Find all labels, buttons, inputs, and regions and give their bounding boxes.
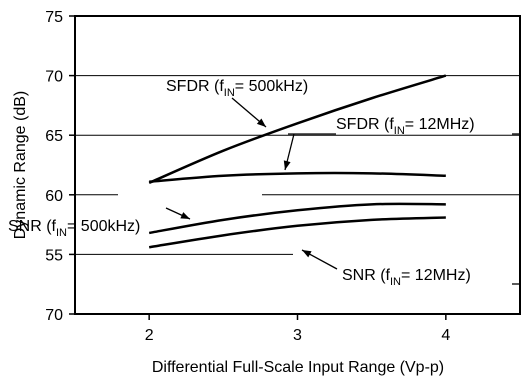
y-tick-label: 75 bbox=[45, 9, 63, 26]
y-tick-label: 70 bbox=[45, 69, 63, 86]
leader-arrowhead bbox=[302, 250, 312, 258]
annotation-leaders bbox=[165, 97, 520, 285]
x-tick-label: 3 bbox=[293, 327, 302, 344]
leader-arrowhead bbox=[256, 118, 266, 127]
y-tick-label: 65 bbox=[45, 128, 63, 145]
x-axis-ticks: 2 3 4 bbox=[145, 314, 450, 344]
grid-lines bbox=[75, 75, 520, 255]
series-lines bbox=[148, 74, 447, 249]
annotations: SFDR (fIN= 500kHz) SFDR (fIN= 12MHz) SNR (… bbox=[8, 78, 475, 288]
y-tick-label: 60 bbox=[45, 188, 63, 205]
x-tick-label: 2 bbox=[145, 327, 154, 344]
annotation-sfdr-12m: SFDR (fIN= 12MHz) bbox=[336, 116, 475, 137]
x-axis-label: Differential Full-Scale Input Range (Vp-… bbox=[152, 359, 444, 376]
series-line-2 bbox=[149, 171, 446, 183]
series-line-1 bbox=[148, 74, 447, 185]
leader-arrowhead bbox=[283, 160, 291, 170]
y-axis-ticks: 75 70 65 60 55 70 bbox=[45, 9, 75, 324]
leader-arrowhead bbox=[180, 212, 190, 219]
annotation-snr-500k: SNR (fIN= 500kHz) bbox=[8, 218, 140, 239]
series-line-3 bbox=[148, 202, 446, 235]
x-tick-label: 4 bbox=[441, 327, 450, 344]
y-tick-label: 70 bbox=[45, 307, 63, 324]
annotation-snr-12m: SNR (fIN= 12MHz) bbox=[342, 267, 471, 288]
series-line-4 bbox=[148, 216, 446, 249]
y-axis-label: Dynamic Range (dB) bbox=[12, 91, 29, 240]
y-tick-label: 55 bbox=[45, 247, 63, 264]
annotation-sfdr-500k: SFDR (fIN= 500kHz) bbox=[166, 78, 308, 99]
